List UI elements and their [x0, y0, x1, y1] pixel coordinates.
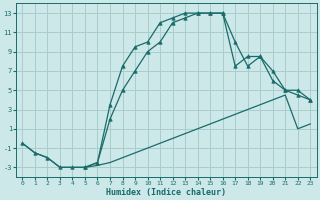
X-axis label: Humidex (Indice chaleur): Humidex (Indice chaleur) — [106, 188, 226, 197]
